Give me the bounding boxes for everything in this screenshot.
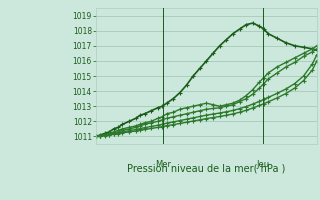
Text: Mer: Mer [155,160,171,169]
Text: Jeu: Jeu [256,160,269,169]
X-axis label: Pression niveau de la mer( hPa ): Pression niveau de la mer( hPa ) [127,163,285,173]
